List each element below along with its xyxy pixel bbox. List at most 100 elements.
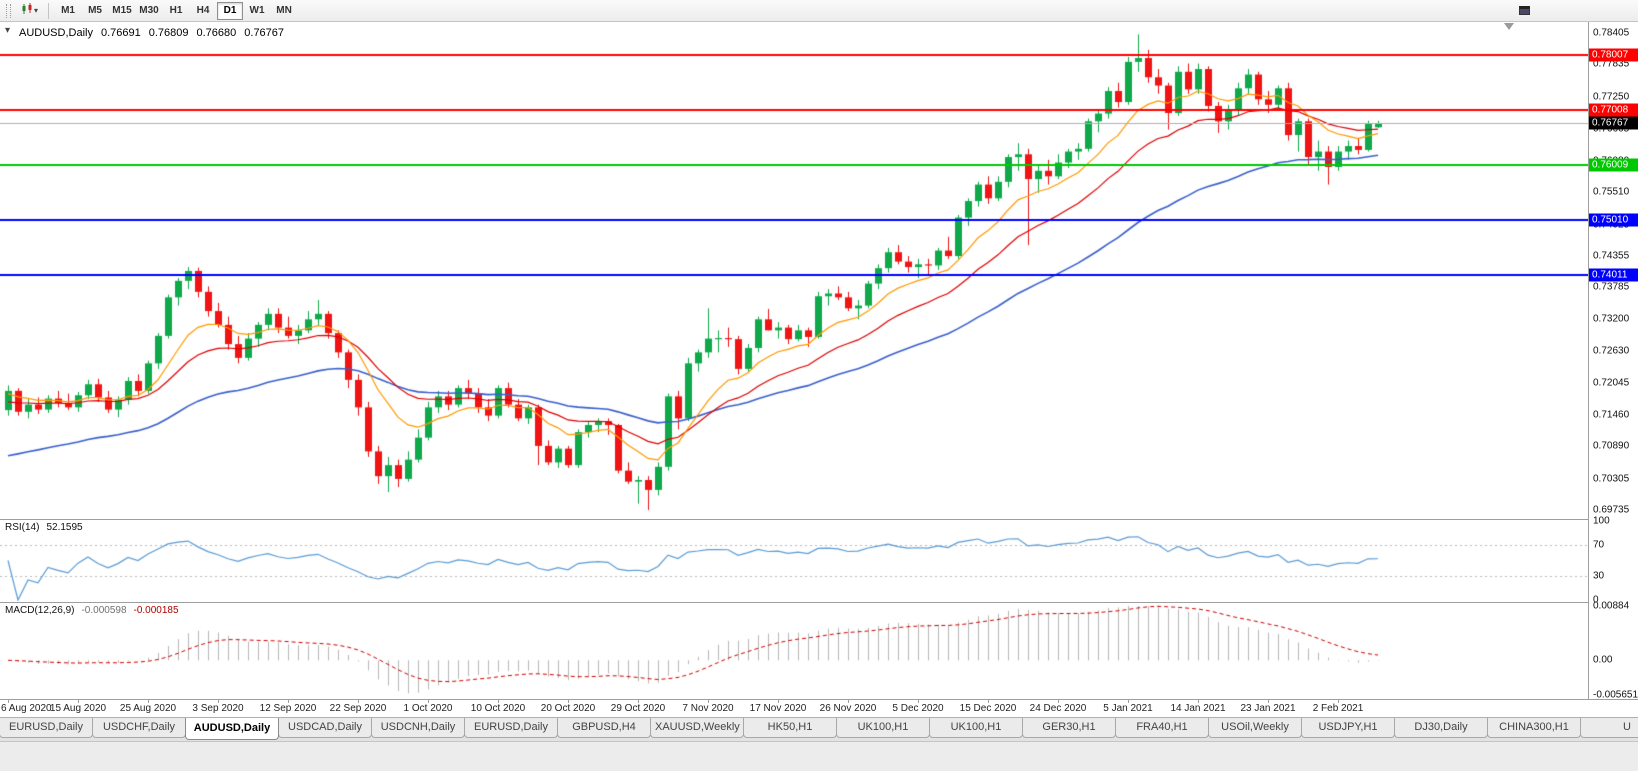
macd-signal-value: -0.000185	[133, 605, 179, 616]
price-scale-tick: 0.71460	[1593, 409, 1630, 421]
time-scale-tick	[498, 700, 499, 703]
macd-scale-tick: 0.00884	[1593, 600, 1630, 612]
timeframe-button-mn[interactable]: MN	[271, 2, 297, 20]
timeframe-button-m5[interactable]: M5	[82, 2, 108, 20]
one-click-trading-toggle[interactable]: ▾	[5, 25, 11, 36]
low-value: 0.76680	[196, 27, 237, 39]
price-scale-tick: 0.72630	[1593, 345, 1630, 357]
time-scale-label: 15 Aug 2020	[49, 703, 107, 714]
time-scale-label: 6 Aug 2020	[1, 703, 52, 714]
chart-tab-u[interactable]: U	[1580, 718, 1638, 738]
time-scale-label: 1 Oct 2020	[403, 703, 453, 714]
toolbar-separator	[48, 2, 50, 19]
timeframe-button-m15[interactable]: M15	[109, 2, 135, 20]
time-scale-label: 10 Oct 2020	[470, 703, 526, 714]
rsi-indicator-label: RSI(14) 52.1595	[5, 522, 83, 533]
macd-scale-tick: 0.00	[1593, 654, 1613, 666]
time-scale-tick	[78, 700, 79, 703]
timeframe-button-h1[interactable]: H1	[163, 2, 189, 20]
time-scale-label: 20 Oct 2020	[540, 703, 596, 714]
candlestick-chart-icon	[21, 3, 33, 18]
chart-tab-gbpusd-h4[interactable]: GBPUSD,H4	[557, 718, 651, 738]
chart-tab-usoil-weekly[interactable]: USOil,Weekly	[1208, 718, 1302, 738]
price-scale-tick: 0.72045	[1593, 377, 1630, 389]
timeframe-button-m1[interactable]: M1	[55, 2, 81, 20]
macd-scale-tick: -0.005651	[1593, 689, 1638, 701]
macd-indicator-label: MACD(12,26,9) -0.000598 -0.000185	[5, 605, 179, 616]
macd-value: -0.000598	[81, 605, 127, 616]
chart-type-button[interactable]: ▾	[17, 2, 42, 20]
high-value: 0.76809	[148, 27, 189, 39]
toolbar-grip[interactable]	[6, 3, 11, 18]
chart-tab-uk100-h1[interactable]: UK100,H1	[929, 718, 1023, 738]
timeframe-button-w1[interactable]: W1	[244, 2, 270, 20]
time-scale-tick	[8, 700, 9, 703]
bid-price-tag: 0.76767	[1589, 116, 1638, 130]
time-scale-label: 17 Nov 2020	[749, 703, 807, 714]
chart-tab-usdjpy-h1[interactable]: USDJPY,H1	[1301, 718, 1395, 738]
time-scale-label: 22 Sep 2020	[329, 703, 387, 714]
chart-tab-audusd-daily[interactable]: AUDUSD,Daily	[185, 718, 279, 740]
time-scale-tick	[778, 700, 779, 703]
chart-tab-eurusd-daily[interactable]: EURUSD,Daily	[464, 718, 558, 738]
timeframe-button-d1[interactable]: D1	[217, 1, 244, 20]
time-scale-tick	[1058, 700, 1059, 703]
time-scale-tick	[638, 700, 639, 703]
time-scale-label: 15 Dec 2020	[959, 703, 1017, 714]
chart-tab-eurusd-daily[interactable]: EURUSD,Daily	[0, 718, 93, 738]
price-scale-tick: 0.69735	[1593, 504, 1630, 516]
chart-tab-ger30-h1[interactable]: GER30,H1	[1022, 718, 1116, 738]
time-scale-tick	[848, 700, 849, 703]
chevron-down-icon: ▾	[34, 6, 39, 15]
price-line-tag: 0.76009	[1589, 158, 1638, 172]
price-scale-tick: 0.77250	[1593, 91, 1630, 102]
chart-tab-fra40-h1[interactable]: FRA40,H1	[1115, 718, 1209, 738]
time-scale-label: 7 Nov 2020	[682, 703, 734, 714]
chart-tab-usdchf-daily[interactable]: USDCHF,Daily	[92, 718, 186, 738]
timeframe-button-m30[interactable]: M30	[136, 2, 162, 20]
time-scale-label: 3 Sep 2020	[192, 703, 244, 714]
price-scale-tick: 0.70890	[1593, 440, 1630, 452]
close-value: 0.76767	[244, 27, 285, 39]
chart-tab-uk100-h1[interactable]: UK100,H1	[836, 718, 930, 738]
status-bar	[0, 741, 1638, 771]
time-scale-tick	[218, 700, 219, 703]
chart-title: AUDUSD,Daily 0.76691 0.76809 0.76680 0.7…	[19, 27, 284, 39]
pane-resize-handle-macd[interactable]	[0, 602, 1638, 603]
rsi-scale-tick: 30	[1593, 570, 1605, 582]
timeframe-button-h4[interactable]: H4	[190, 2, 216, 20]
window-icon	[1518, 6, 1530, 15]
open-value: 0.76691	[100, 27, 141, 39]
rsi-value: 52.1595	[46, 522, 83, 533]
price-line-tag: 0.77008	[1589, 103, 1638, 117]
time-scale-label: 24 Dec 2020	[1029, 703, 1087, 714]
time-scale-label: 2 Feb 2021	[1312, 703, 1364, 714]
price-line-tag: 0.78007	[1589, 48, 1638, 62]
time-scale-tick	[1338, 700, 1339, 703]
price-scale[interactable]: 0.784050.778350.772500.766650.760800.755…	[1588, 22, 1638, 701]
chart-tab-hk50-h1[interactable]: HK50,H1	[743, 718, 837, 738]
chart-tab-usdcad-daily[interactable]: USDCAD,Daily	[278, 718, 372, 738]
macd-name: MACD(12,26,9)	[5, 605, 75, 616]
pane-resize-handle-rsi[interactable]	[0, 519, 1638, 520]
chart-tab-dj30-daily[interactable]: DJ30,Daily	[1394, 718, 1488, 738]
window-icon-button[interactable]	[1514, 2, 1534, 19]
toolbar: ▾ M1 M5 M15 M30 H1 H4 D1 W1 MN	[0, 0, 1638, 22]
rsi-scale-tick: 100	[1593, 515, 1610, 527]
time-scale-tick	[918, 700, 919, 703]
time-scale-tick	[428, 700, 429, 703]
time-scale-label: 5 Dec 2020	[892, 703, 944, 714]
chart-tab-china300-h1[interactable]: CHINA300,H1	[1487, 718, 1581, 738]
time-scale-tick	[148, 700, 149, 703]
timeframe-buttons: M1 M5 M15 M30 H1 H4 D1 W1 MN	[55, 1, 297, 20]
price-chart-canvas[interactable]	[0, 22, 1588, 699]
chart-tab-usdcnh-daily[interactable]: USDCNH,Daily	[371, 718, 465, 738]
rsi-scale-tick: 70	[1593, 539, 1605, 551]
chart-area: ▾ AUDUSD,Daily 0.76691 0.76809 0.76680 0…	[0, 22, 1638, 717]
chart-tab-xauusd-weekly[interactable]: XAUUSD,Weekly	[650, 718, 744, 738]
time-scale[interactable]: 6 Aug 2020 15 Aug 2020 25 Aug 2020 3 Sep 20…	[0, 699, 1638, 717]
price-scale-tick: 0.74355	[1593, 250, 1630, 262]
time-scale-label: 25 Aug 2020	[119, 703, 177, 714]
time-scale-label: 29 Oct 2020	[610, 703, 666, 714]
chart-shift-marker	[1504, 23, 1514, 30]
